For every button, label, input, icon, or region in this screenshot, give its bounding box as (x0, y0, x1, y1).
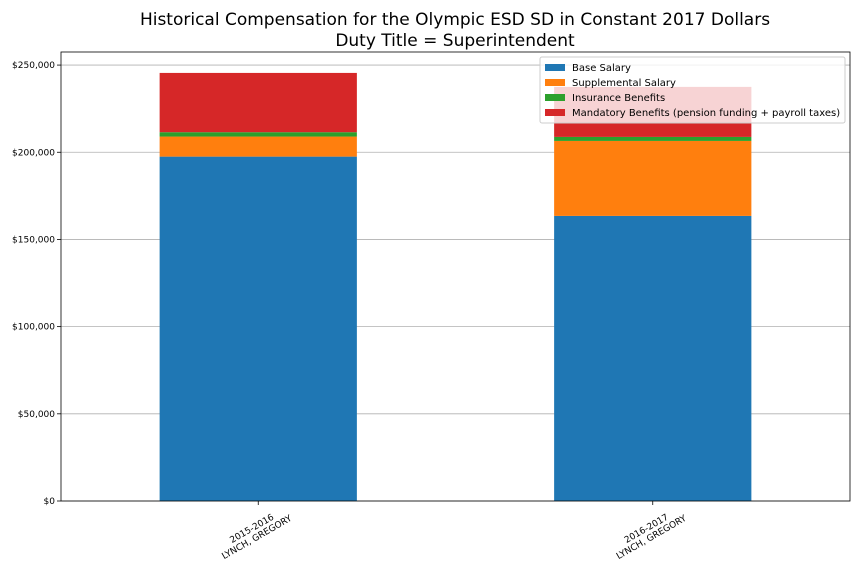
legend-swatch (545, 94, 565, 101)
legend-swatch (545, 109, 565, 116)
legend-label: Supplemental Salary (572, 78, 676, 89)
legend-label: Mandatory Benefits (pension funding + pa… (572, 108, 840, 119)
legend-label: Insurance Benefits (572, 93, 665, 104)
x-tick-label: 2016-2017LYNCH, GREGORY (610, 505, 689, 562)
bars (159, 72, 752, 502)
y-tick-label: $0 (44, 497, 56, 507)
x-axis: 2015-2016LYNCH, GREGORY 2016-2017LYNCH, G… (216, 501, 689, 562)
x-tick-label: 2015-2016LYNCH, GREGORY (216, 505, 295, 562)
y-tick-label: $100,000 (12, 323, 55, 333)
bar-segment (159, 72, 357, 133)
y-tick-label: $50,000 (18, 410, 55, 420)
legend-box (539, 56, 846, 124)
bar-segment (554, 136, 752, 141)
plot-frame (60, 51, 851, 502)
legend-swatch (545, 79, 565, 86)
bar-segment (159, 136, 357, 157)
legend-swatch (545, 64, 565, 71)
chart-title: Historical Compensation for the Olympic … (140, 10, 770, 30)
legend-label: Base Salary (572, 63, 631, 74)
bar-segment (159, 156, 357, 502)
chart-subtitle: Duty Title = Superintendent (335, 31, 575, 51)
y-tick-label: $200,000 (12, 148, 55, 158)
y-tick-label: $150,000 (12, 235, 55, 245)
bar-segment (554, 140, 752, 216)
y-tick-label: $250,000 (12, 61, 55, 71)
y-axis: $0 $50,000 $100,000 $150,000 $200,000 $250,00… (12, 61, 61, 507)
bar-segment (159, 132, 357, 137)
legend: Base Salary Supplemental Salary Insurance … (539, 56, 846, 124)
bar-segment (554, 215, 752, 501)
